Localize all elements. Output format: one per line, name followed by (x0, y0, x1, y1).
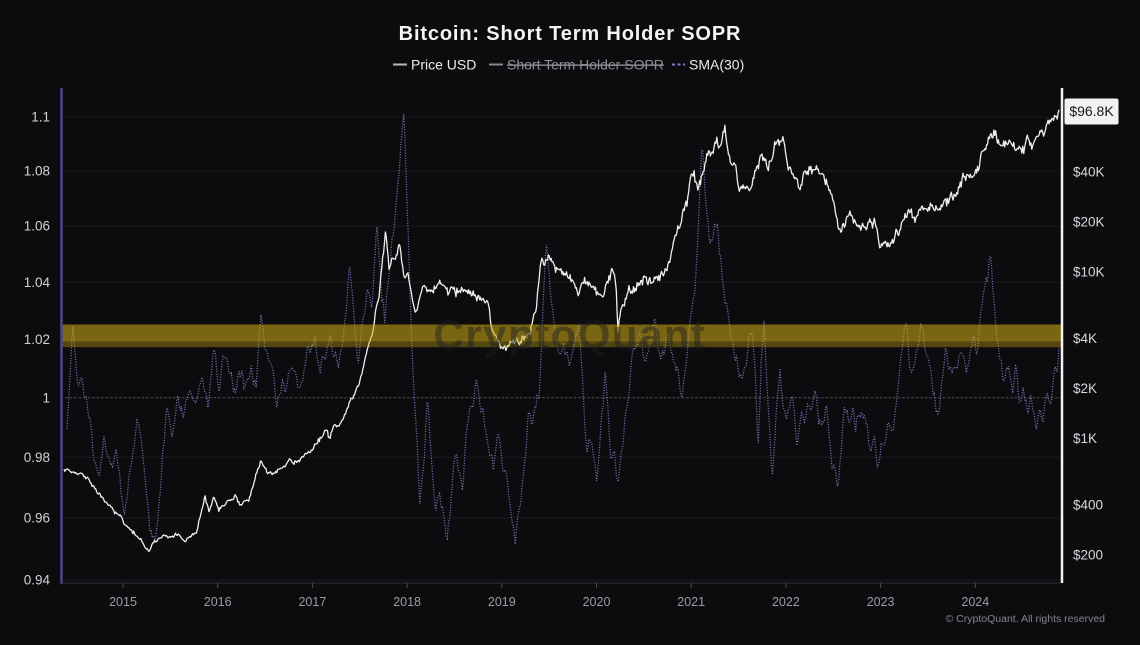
svg-text:1.06: 1.06 (24, 219, 50, 234)
svg-text:2016: 2016 (204, 595, 232, 609)
svg-text:Price USD: Price USD (411, 57, 476, 73)
svg-text:2020: 2020 (583, 595, 611, 609)
svg-text:Bitcoin: Short Term Holder SOP: Bitcoin: Short Term Holder SOPR (399, 23, 742, 45)
svg-text:$96.8K: $96.8K (1069, 103, 1114, 119)
svg-text:$200: $200 (1073, 547, 1103, 562)
svg-text:2022: 2022 (772, 595, 800, 609)
svg-text:1.04: 1.04 (24, 275, 51, 290)
svg-text:$20K: $20K (1073, 215, 1105, 230)
svg-text:0.94: 0.94 (24, 573, 51, 588)
svg-text:$1K: $1K (1073, 431, 1097, 446)
svg-text:2015: 2015 (109, 595, 137, 609)
svg-text:$40K: $40K (1073, 165, 1105, 180)
svg-text:2021: 2021 (677, 595, 705, 609)
svg-text:2023: 2023 (867, 595, 895, 609)
svg-text:1.1: 1.1 (31, 110, 50, 125)
svg-text:2019: 2019 (488, 595, 516, 609)
svg-text:1.02: 1.02 (24, 332, 50, 347)
svg-text:1.08: 1.08 (24, 164, 50, 179)
svg-text:$400: $400 (1073, 497, 1103, 512)
svg-text:2018: 2018 (393, 595, 421, 609)
svg-text:2017: 2017 (298, 595, 326, 609)
svg-text:$2K: $2K (1073, 381, 1097, 396)
svg-text:SMA(30): SMA(30) (689, 57, 744, 73)
svg-text:0.98: 0.98 (24, 450, 50, 465)
svg-text:2024: 2024 (961, 595, 989, 609)
svg-text:$10K: $10K (1073, 265, 1105, 280)
svg-text:1: 1 (42, 390, 50, 405)
svg-text:CryptoQuant: CryptoQuant (433, 311, 706, 358)
svg-text:Short Term Holder SOPR: Short Term Holder SOPR (507, 57, 664, 73)
svg-text:0.96: 0.96 (24, 511, 50, 526)
svg-text:© CryptoQuant. All rights rese: © CryptoQuant. All rights reserved (946, 613, 1106, 625)
svg-text:$4K: $4K (1073, 331, 1097, 346)
